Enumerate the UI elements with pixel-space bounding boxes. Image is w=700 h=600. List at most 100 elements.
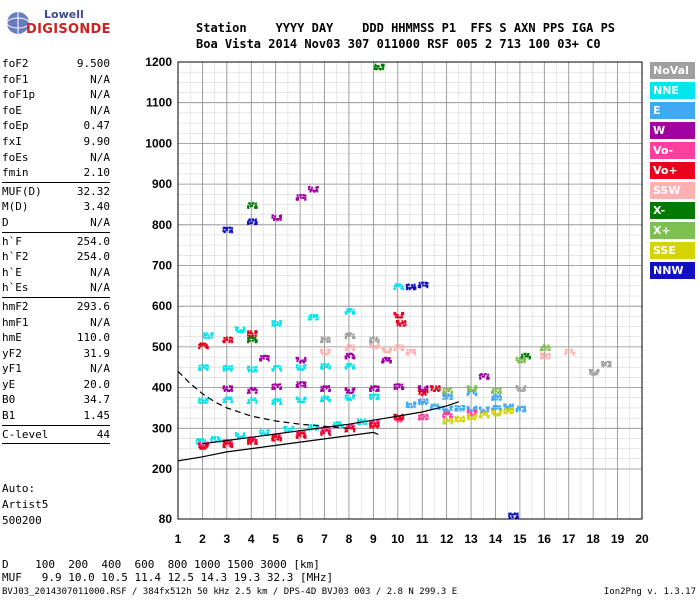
echo-point [309, 316, 312, 319]
echo-point [371, 394, 374, 397]
param-row: B0 34.7 [2, 392, 110, 408]
echo-point [475, 415, 478, 418]
echo-point [253, 398, 256, 401]
globe-icon [6, 12, 30, 34]
ionogram-parameters: foF2 9.500 foF1 N/A foF1p N/A foE N/A foEp 0.47 fx… [2, 56, 110, 445]
echo-point [347, 391, 350, 394]
echo-point [344, 430, 347, 433]
echo-point [246, 439, 249, 442]
echo-point [198, 438, 201, 441]
echo-point [223, 443, 226, 446]
y-tick-label: 500 [152, 340, 172, 354]
echo-point [491, 397, 494, 400]
echo-point [370, 342, 373, 345]
echo-point [226, 229, 229, 232]
echo-point [376, 420, 379, 423]
echo-point [475, 413, 478, 416]
echo-point [224, 442, 227, 445]
echo-point [203, 333, 206, 336]
echo-point [473, 411, 476, 414]
echo-point [349, 310, 352, 313]
echo-point [417, 286, 420, 289]
echo-point [243, 434, 246, 437]
echo-point [521, 355, 524, 358]
legend-item: Vo- [650, 142, 695, 159]
echo-point [246, 368, 249, 371]
echo-point [249, 442, 252, 445]
echo-point [249, 330, 252, 333]
echo-point [492, 412, 495, 415]
echo-point [235, 432, 238, 435]
echo-point [425, 417, 428, 420]
echo-point [227, 442, 230, 445]
echo-point [466, 394, 469, 397]
echo-point [456, 415, 459, 418]
echo-point [454, 420, 457, 423]
echo-point [515, 410, 518, 413]
param-separator [2, 181, 110, 183]
echo-point [462, 409, 465, 412]
echo-point [454, 409, 457, 412]
echo-point [346, 354, 349, 357]
echo-point [397, 346, 400, 349]
echo-point [397, 383, 400, 386]
echo-point [203, 366, 206, 369]
echo-point [573, 352, 576, 355]
echo-point [384, 356, 387, 359]
echo-point [422, 400, 425, 403]
echo-point [347, 348, 350, 351]
echo-point [466, 407, 469, 410]
echo-point [203, 401, 206, 404]
echo-point [402, 313, 405, 316]
echo-point [223, 446, 226, 449]
echo-point [424, 402, 427, 405]
echo-point [607, 364, 610, 367]
echo-point [393, 285, 396, 288]
param-key: foEs [2, 150, 29, 164]
echo-point [418, 414, 421, 417]
echo-point [199, 445, 202, 448]
echo-point [373, 421, 376, 424]
echo-point [412, 351, 415, 354]
echo-point [214, 436, 217, 439]
echo-point [420, 418, 423, 421]
echo-point [346, 389, 349, 392]
echo-point [322, 432, 325, 435]
echo-point [328, 341, 331, 344]
echo-point [514, 513, 517, 516]
echo-point [357, 418, 360, 421]
echo-point [346, 424, 349, 427]
echo-point [275, 217, 278, 220]
echo-point [386, 359, 389, 362]
echo-point [493, 407, 496, 410]
echo-point [349, 334, 352, 337]
echo-point [508, 517, 511, 520]
echo-point [418, 403, 421, 406]
echo-point [320, 363, 323, 366]
echo-point [274, 433, 277, 436]
echo-point [382, 357, 385, 360]
echo-point [437, 385, 440, 388]
echo-point [419, 416, 422, 419]
echo-point [365, 422, 368, 425]
echo-point [279, 218, 282, 221]
echo-point [273, 439, 276, 442]
echo-point [255, 202, 258, 205]
y-tick-label: 1000 [145, 136, 172, 150]
echo-point [252, 219, 255, 222]
echo-point [411, 284, 414, 287]
echo-point [224, 365, 227, 368]
echo-point [277, 398, 280, 401]
echo-point [349, 362, 352, 365]
echo-point [394, 418, 397, 421]
echo-point [410, 286, 413, 289]
echo-point [517, 387, 520, 390]
echo-point [226, 339, 229, 342]
echo-point [255, 220, 258, 223]
echo-point [442, 387, 445, 390]
echo-point [299, 196, 302, 199]
echo-point [438, 388, 441, 391]
echo-point [352, 430, 355, 433]
echo-point [203, 332, 206, 335]
echo-point [320, 432, 323, 435]
